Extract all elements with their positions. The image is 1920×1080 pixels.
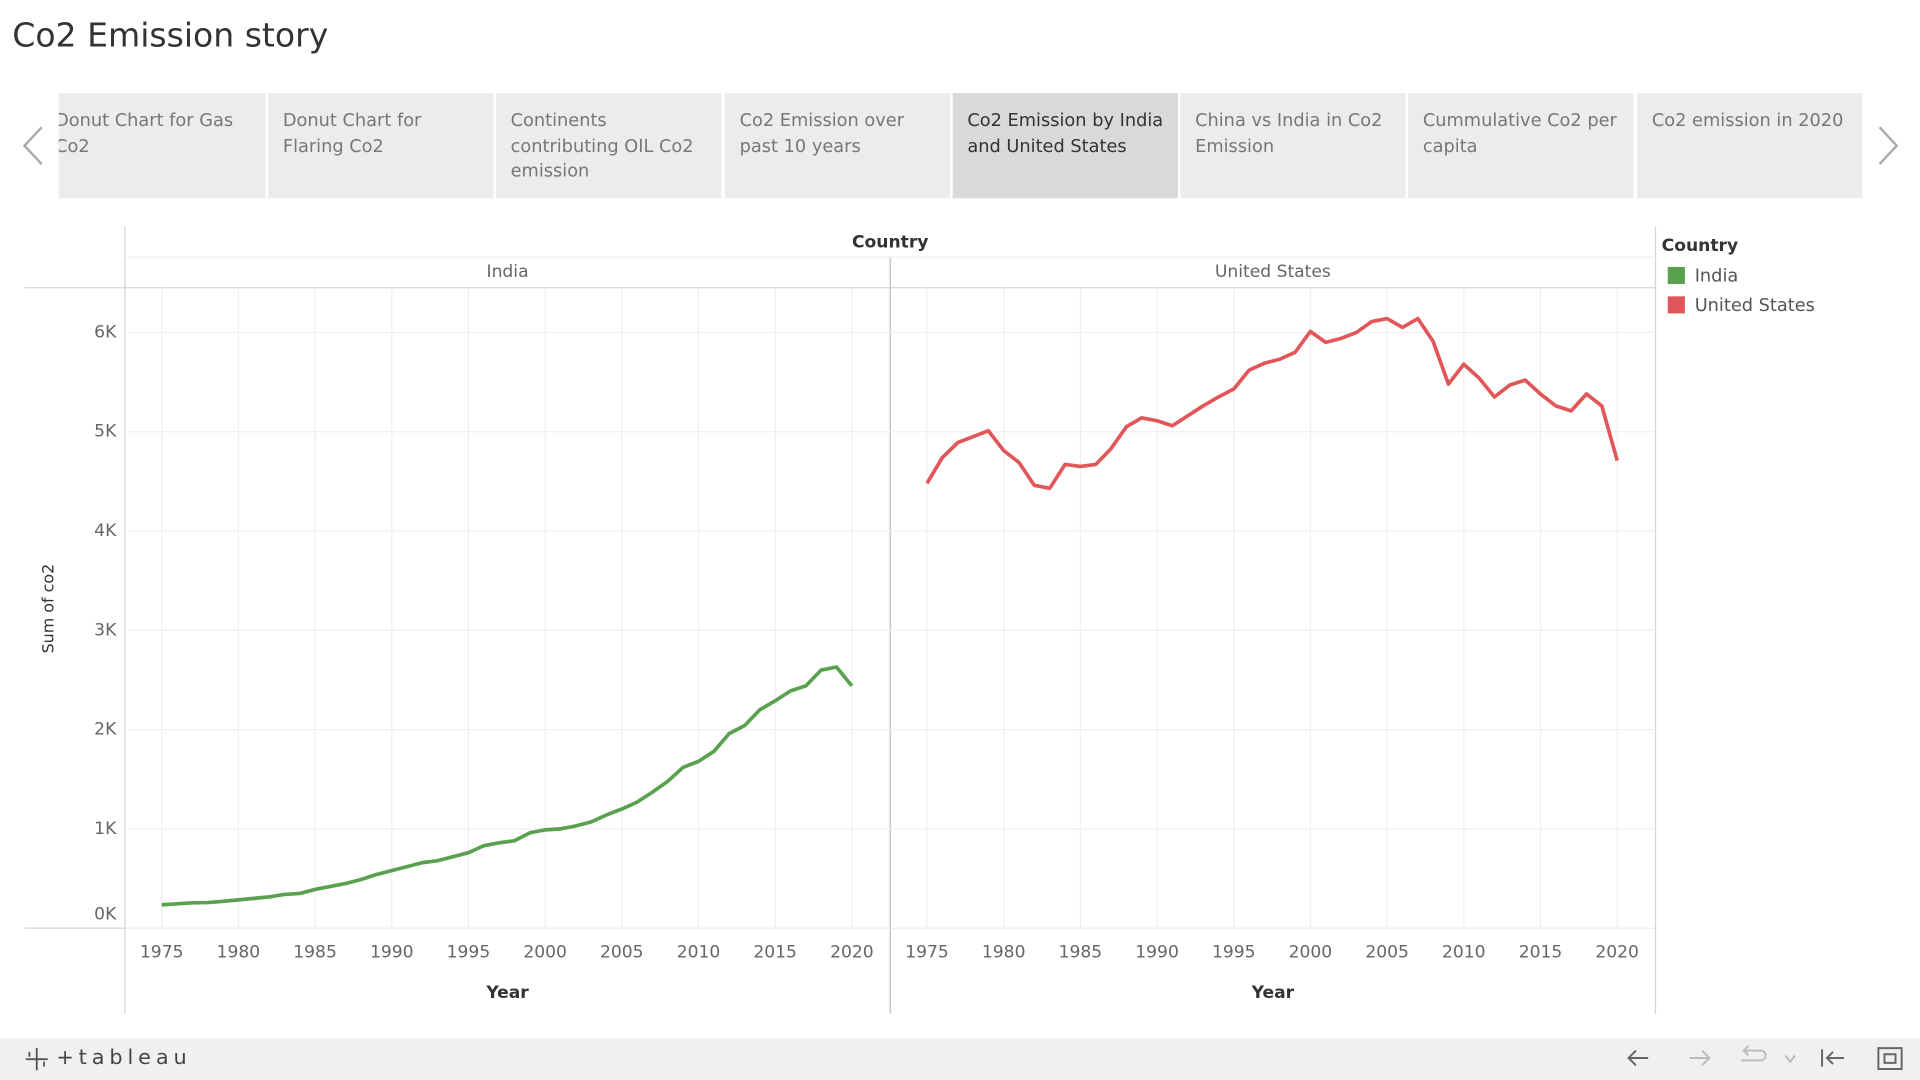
x-tick-label: 1980 bbox=[982, 943, 1026, 963]
y-tick-label: 4K bbox=[94, 521, 117, 541]
to-start[interactable] bbox=[1821, 1049, 1845, 1067]
story-title: Co2 Emission story bbox=[12, 17, 329, 56]
story-tab[interactable]: Co2 Emission over past 10 years bbox=[724, 93, 951, 199]
undo[interactable] bbox=[1627, 1049, 1649, 1066]
legend-label: United States bbox=[1695, 296, 1815, 316]
x-tick-label: 2000 bbox=[523, 943, 567, 963]
legend-swatch bbox=[1667, 266, 1685, 285]
prev-arrow[interactable] bbox=[22, 126, 43, 165]
panel-header: United States bbox=[1215, 262, 1331, 282]
x-tick-label: 1995 bbox=[447, 943, 491, 963]
panel-header: India bbox=[487, 262, 529, 282]
story-tab[interactable]: Co2 emission in 2020 bbox=[1637, 93, 1863, 199]
story-tab[interactable]: Continents contributing OIL Co2 emission bbox=[495, 93, 722, 199]
toolbar bbox=[25, 1045, 1903, 1071]
footer: +tableau bbox=[0, 1038, 1920, 1080]
x-axis-label: Year bbox=[1251, 983, 1295, 1003]
x-tick-label: 1995 bbox=[1212, 943, 1256, 963]
x-tick-label: 1985 bbox=[293, 943, 337, 963]
tab-strip: Donut Chart for Gas Co2 Donut Chart for … bbox=[58, 93, 1863, 199]
legend-swatch bbox=[1667, 296, 1685, 314]
column-header: Country bbox=[852, 232, 929, 252]
x-tick-label: 2010 bbox=[1442, 943, 1486, 963]
logo: +tableau bbox=[56, 1045, 192, 1071]
x-tick-label: 2005 bbox=[600, 943, 644, 963]
y-tick-label: 3K bbox=[94, 620, 117, 640]
story-tab[interactable]: Co2 Emission by India and United States bbox=[952, 93, 1178, 199]
x-axis-label: Year bbox=[485, 983, 529, 1003]
redo[interactable] bbox=[1689, 1049, 1711, 1066]
story-tab[interactable]: Donut Chart for Gas Co2 bbox=[58, 93, 266, 199]
x-tick-label: 1990 bbox=[1135, 943, 1179, 963]
x-tick-label: 2010 bbox=[677, 943, 721, 963]
series-line bbox=[161, 665, 854, 907]
x-tick-label: 1975 bbox=[140, 943, 184, 963]
y-tick-label: 6K bbox=[94, 322, 117, 342]
y-tick-label: 1K bbox=[94, 819, 117, 839]
legend-title: Country bbox=[1662, 236, 1739, 256]
y-tick-label: 5K bbox=[94, 422, 117, 442]
x-tick-label: 1980 bbox=[217, 943, 261, 963]
x-tick-label: 1990 bbox=[370, 943, 414, 963]
x-tick-label: 2020 bbox=[830, 943, 874, 963]
x-tick-label: 2015 bbox=[1519, 943, 1563, 963]
next-arrow[interactable] bbox=[1878, 126, 1899, 165]
x-tick-label: 2020 bbox=[1595, 943, 1639, 963]
x-tick-label: 1975 bbox=[905, 943, 949, 963]
story-tab[interactable]: China vs India in Co2 Emission bbox=[1180, 93, 1406, 199]
logo-icon bbox=[25, 1048, 48, 1071]
story-tab[interactable]: Donut Chart for Flaring Co2 bbox=[268, 93, 494, 199]
revert[interactable] bbox=[1741, 1045, 1767, 1062]
revert-menu[interactable] bbox=[1784, 1054, 1796, 1064]
y-tick-label: 0K bbox=[94, 905, 117, 925]
y-tick-label: 2K bbox=[94, 720, 117, 740]
fullscreen[interactable] bbox=[1877, 1047, 1903, 1070]
series-line bbox=[925, 316, 1619, 491]
x-tick-label: 2005 bbox=[1365, 943, 1409, 963]
y-axis-label: Sum of co2 bbox=[38, 564, 57, 654]
story-tab[interactable]: Cummulative Co2 per capita bbox=[1408, 93, 1634, 199]
x-tick-label: 2000 bbox=[1289, 943, 1333, 963]
legend-label: India bbox=[1695, 267, 1739, 287]
x-tick-label: 1985 bbox=[1059, 943, 1103, 963]
x-tick-label: 2015 bbox=[753, 943, 797, 963]
